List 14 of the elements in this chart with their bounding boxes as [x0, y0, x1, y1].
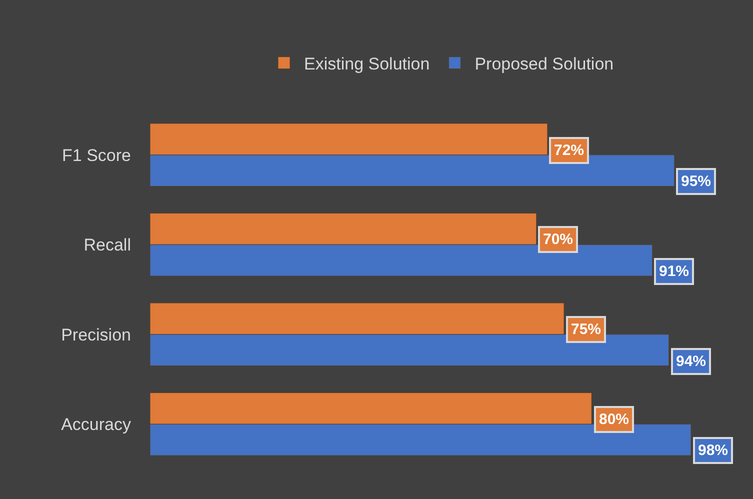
y-tick-label: Accuracy [61, 415, 132, 434]
data-label: 91% [659, 263, 690, 280]
data-label: 72% [554, 142, 584, 159]
data-label: 95% [681, 173, 712, 190]
data-label: 75% [571, 321, 602, 338]
data-label: 94% [676, 353, 706, 370]
y-tick-label: F1 Score [62, 146, 131, 165]
y-tick-label: Recall [84, 236, 131, 255]
data-label: 98% [698, 442, 728, 459]
legend-label: Proposed Solution [474, 54, 614, 74]
y-tick-label: Precision [61, 325, 131, 344]
legend-label: Existing Solution [304, 54, 430, 74]
data-label: 70% [543, 231, 574, 248]
data-label: 80% [599, 411, 630, 428]
